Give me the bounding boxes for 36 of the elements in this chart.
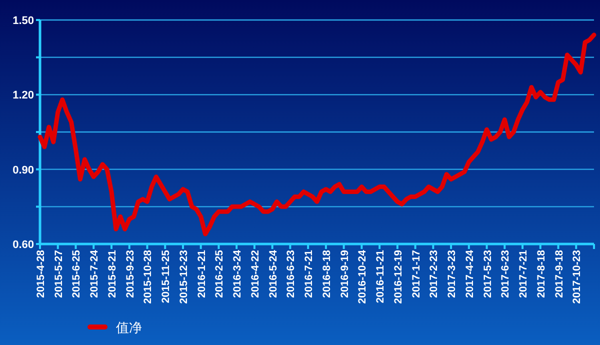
x-tick-label: 2017-8-18 — [535, 250, 548, 298]
x-tick-label: 2015-9-23 — [124, 250, 136, 298]
x-tick-label: 2017-3-23 — [446, 250, 458, 298]
x-tick-label: 2017-9-18 — [553, 250, 566, 298]
x-tick-label: 2016-3-24 — [232, 250, 244, 298]
x-tick-label: 2016-8-18 — [320, 250, 333, 298]
x-tick-label: 2017-6-23 — [500, 250, 512, 298]
x-tick-label: 2016-2-25 — [214, 250, 226, 298]
x-tick-label: 2015-8-21 — [106, 250, 118, 298]
x-tick-label: 2015-5-27 — [52, 250, 65, 298]
x-tick-label: 2016-7-21 — [303, 250, 316, 298]
x-tick-label: 2017-5-23 — [482, 250, 494, 298]
x-tick-label: 2017-2-23 — [428, 250, 440, 298]
x-tick-label: 2016-12-19 — [392, 250, 404, 304]
y-tick-label: 0.90 — [12, 164, 34, 176]
x-tick-label: 2016-6-23 — [285, 250, 298, 298]
x-tick-label: 2015-12-23 — [178, 250, 190, 304]
legend-label: 值净 — [116, 320, 142, 335]
y-tick-label: 1.50 — [12, 15, 34, 27]
x-tick-label: 2016-5-24 — [267, 250, 280, 298]
x-tick-label: 2015-4-28 — [35, 250, 47, 298]
x-tick-label: 2015-7-24 — [88, 250, 101, 298]
x-tick-label: 2016-10-24 — [356, 250, 369, 304]
x-tick-label: 2016-9-19 — [338, 250, 351, 298]
x-tick-label: 2016-4-22 — [249, 250, 262, 298]
y-tick-label: 0.60 — [12, 239, 34, 251]
x-tick-label: 2016-11-21 — [374, 250, 387, 304]
x-tick-label: 2017-4-24 — [464, 250, 476, 298]
x-tick-label: 2017-1-17 — [410, 250, 422, 298]
x-tick-label: 2016-1-21 — [196, 250, 208, 298]
x-tick-label: 2017-7-21 — [518, 250, 530, 298]
y-tick-label: 1.20 — [12, 90, 34, 102]
x-tick-label: 2015-11-25 — [160, 250, 172, 304]
x-tick-label: 2015-6-25 — [70, 250, 83, 298]
x-tick-label: 2017-10-23 — [571, 250, 584, 304]
x-tick-label: 2015-10-28 — [142, 250, 154, 304]
